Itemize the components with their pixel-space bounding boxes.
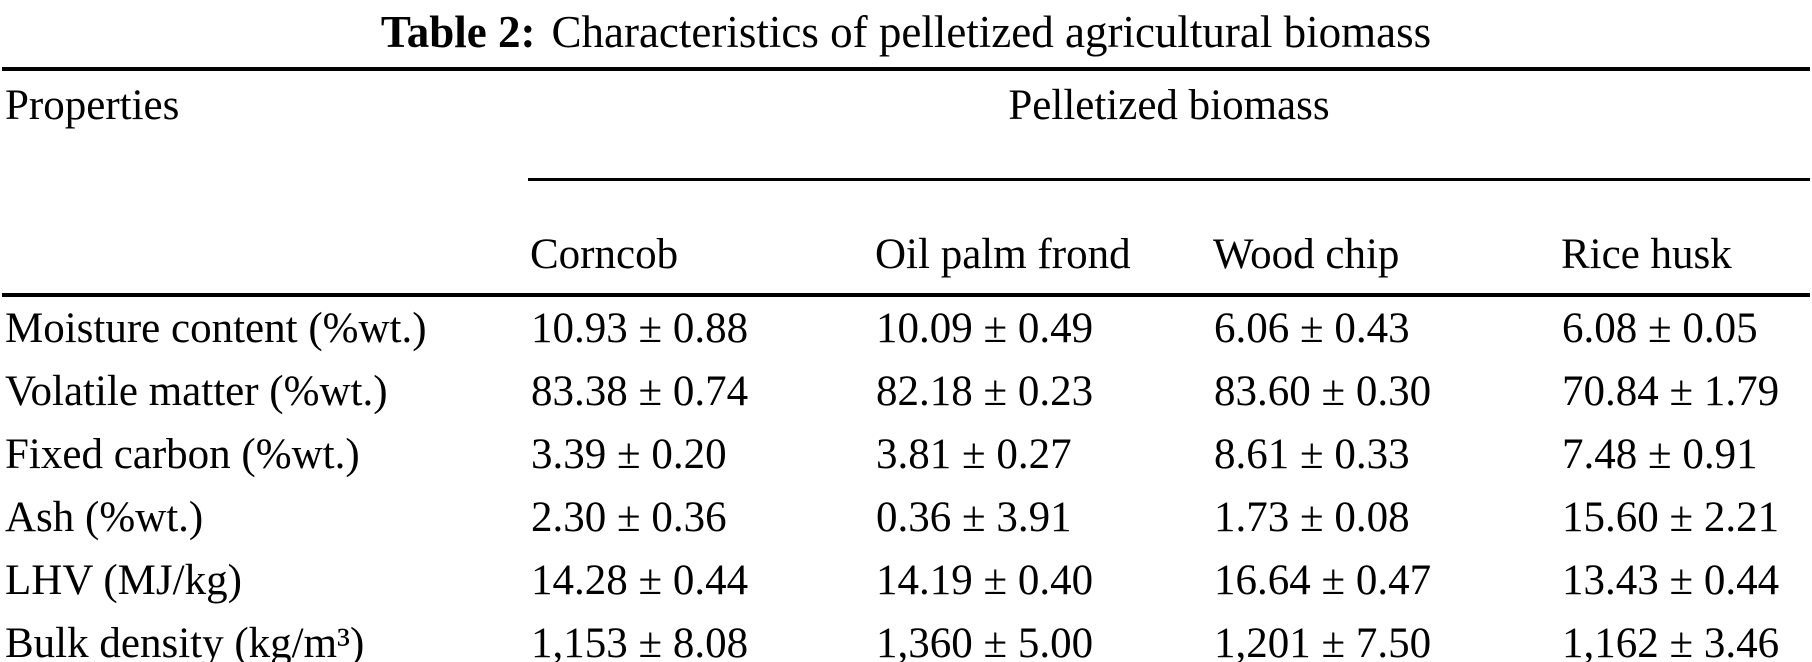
row-label: Fixed carbon (%wt.)	[5, 431, 360, 478]
row-label: Volatile matter (%wt.)	[5, 368, 388, 415]
table-caption: Table 2: Characteristics of pelletized ag…	[0, 4, 1812, 60]
row-label: LHV (MJ/kg)	[5, 557, 242, 604]
cell-value: 1,153 ± 8.08	[531, 620, 749, 662]
column-header-wood-chip: Wood chip	[1211, 181, 1559, 297]
table-row-lhv: LHV (MJ/kg) 14.28 ± 0.44 14.19 ± 0.40 16…	[2, 549, 1810, 612]
table-row-volatile-matter: Volatile matter (%wt.) 83.38 ± 0.74 82.1…	[2, 360, 1810, 423]
cell-value: 10.93 ± 0.88	[531, 305, 749, 352]
cell-value: 14.19 ± 0.40	[876, 557, 1094, 604]
row-label: Ash (%wt.)	[5, 494, 204, 541]
cell-value: 1,360 ± 5.00	[876, 620, 1094, 662]
cell-value: 16.64 ± 0.47	[1214, 557, 1432, 604]
column-header-row: Corncob Oil palm frond Wood chip Rice hu…	[2, 181, 1810, 297]
table-row-fixed-carbon: Fixed carbon (%wt.) 3.39 ± 0.20 3.81 ± 0…	[2, 423, 1810, 486]
cell-value: 10.09 ± 0.49	[876, 305, 1094, 352]
cell-value: 83.60 ± 0.30	[1214, 368, 1432, 415]
column-header-rice-husk: Rice husk	[1559, 181, 1810, 297]
cell-value: 70.84 ± 1.79	[1562, 368, 1780, 415]
cell-value: 0.36 ± 3.91	[876, 494, 1072, 541]
cell-value: 8.61 ± 0.33	[1214, 431, 1410, 478]
cell-value: 83.38 ± 0.74	[531, 368, 749, 415]
cell-value: 14.28 ± 0.44	[531, 557, 749, 604]
cell-value: 82.18 ± 0.23	[876, 368, 1094, 415]
table-caption-label: Table 2:	[380, 7, 536, 57]
cell-value: 1.73 ± 0.08	[1214, 494, 1410, 541]
column-header-properties: Properties	[2, 71, 528, 297]
cell-value: 1,162 ± 3.46	[1562, 620, 1780, 662]
cell-value: 13.43 ± 0.44	[1562, 557, 1780, 604]
table-row-ash: Ash (%wt.) 2.30 ± 0.36 0.36 ± 3.91 1.73 …	[2, 486, 1810, 549]
table-row-bulk-density: Bulk density (kg/m³) 1,153 ± 8.08 1,360 …	[2, 612, 1810, 662]
cell-value: 3.81 ± 0.27	[876, 431, 1072, 478]
row-label: Moisture content (%wt.)	[5, 305, 427, 352]
table-caption-text: Characteristics of pelletized agricultur…	[551, 7, 1432, 57]
cell-value: 2.30 ± 0.36	[531, 494, 727, 541]
group-header-row: Properties Pelletized biomass	[2, 71, 1810, 297]
column-header-oil-palm-frond: Oil palm frond	[873, 181, 1211, 297]
cell-value: 7.48 ± 0.91	[1562, 431, 1758, 478]
group-header-pelletized-biomass: Pelletized biomass	[528, 71, 1810, 181]
column-header-corncob: Corncob	[528, 181, 873, 297]
cell-value: 6.08 ± 0.05	[1562, 305, 1758, 352]
cell-value: 6.06 ± 0.43	[1214, 305, 1410, 352]
cell-value: 3.39 ± 0.20	[531, 431, 727, 478]
row-label: Bulk density (kg/m³)	[5, 620, 365, 662]
cell-value: 1,201 ± 7.50	[1214, 620, 1432, 662]
table-row-moisture-content: Moisture content (%wt.) 10.93 ± 0.88 10.…	[2, 297, 1810, 360]
biomass-characteristics-table: Properties Pelletized biomass Corncob Oi…	[2, 67, 1810, 662]
cell-value: 15.60 ± 2.21	[1562, 494, 1780, 541]
